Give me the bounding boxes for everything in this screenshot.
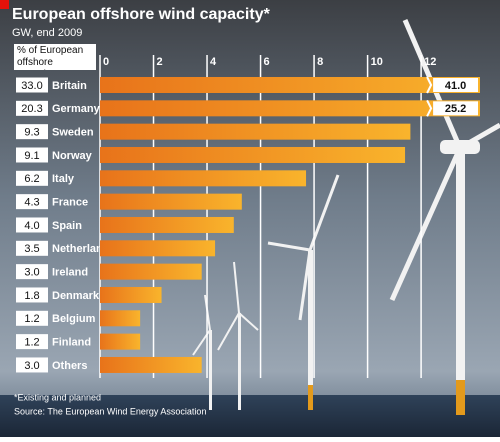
- turbines: [192, 19, 500, 415]
- bar: [100, 263, 202, 280]
- y-tick-label: Finland: [52, 337, 91, 349]
- bar: [100, 146, 406, 163]
- share-box: [16, 77, 48, 93]
- y-tick-label: Sweden: [52, 127, 94, 139]
- share-label: 1.8: [24, 290, 39, 302]
- bar: [100, 240, 216, 257]
- x-tick-label: 0: [103, 56, 109, 68]
- corner-mark: [0, 0, 9, 9]
- y-tick-label: Others: [52, 360, 87, 372]
- share-box: [16, 147, 48, 163]
- value-label-box: [433, 78, 478, 92]
- bar: [100, 193, 242, 210]
- x-tick-label: 12: [424, 56, 436, 68]
- value-label: 41.0: [445, 80, 466, 92]
- x-tick-label: 10: [371, 56, 383, 68]
- y-tick-label: Britain: [52, 80, 87, 92]
- value-label: 25.2: [445, 103, 466, 115]
- bar-break: [426, 99, 433, 117]
- share-box: [16, 217, 48, 233]
- bar-break: [426, 76, 433, 94]
- chart-subtitle: GW, end 2009: [12, 27, 82, 39]
- bar: [100, 216, 234, 233]
- y-tick-label: Norway: [52, 150, 93, 162]
- share-label: 9.3: [24, 127, 39, 139]
- source: Source: The European Wind Energy Associa…: [14, 406, 206, 416]
- share-label: 3.0: [24, 267, 39, 279]
- share-label: 33.0: [21, 80, 42, 92]
- sea: [0, 395, 500, 437]
- share-box: [16, 357, 48, 373]
- y-tick-label: France: [52, 197, 88, 209]
- share-header: % of European offshore capacity*: [17, 45, 84, 70]
- bar: [100, 77, 480, 93]
- x-tick-label: 2: [157, 56, 163, 68]
- bar: [100, 356, 202, 373]
- share-box: [16, 194, 48, 210]
- share-header-wrap: % of European offshore capacity*: [17, 45, 84, 70]
- share-box: [16, 124, 48, 140]
- bar: [100, 123, 411, 140]
- share-label: 1.2: [24, 337, 39, 349]
- bar: [100, 170, 307, 187]
- y-tick-label: Ireland: [52, 267, 88, 279]
- x-tick-label: 4: [210, 56, 217, 68]
- y-tick-label: Italy: [52, 173, 75, 185]
- x-tick-label: 6: [264, 56, 270, 68]
- y-tick-label: Spain: [52, 220, 82, 232]
- share-box: [16, 334, 48, 350]
- value-label-box: [433, 101, 478, 116]
- y-tick-label: Netherlands: [52, 243, 116, 255]
- y-tick-label: Denmark: [52, 290, 100, 302]
- share-label: 3.0: [24, 360, 39, 372]
- share-label: 9.1: [24, 150, 39, 162]
- share-label: 3.5: [24, 243, 39, 255]
- note: *Existing and planned: [14, 392, 101, 402]
- share-box: [16, 264, 48, 280]
- bar: [100, 333, 141, 350]
- bar: [100, 286, 162, 303]
- share-label: 4.0: [24, 220, 39, 232]
- share-header-box: [14, 44, 96, 70]
- share-box: [16, 100, 48, 116]
- share-box: [16, 240, 48, 256]
- share-label: 20.3: [21, 103, 42, 115]
- chart-title: European offshore wind capacity*: [12, 6, 271, 23]
- share-box: [16, 310, 48, 326]
- y-tick-label: Germany: [52, 103, 101, 115]
- share-label: 6.2: [24, 173, 39, 185]
- share-label: 4.3: [24, 197, 39, 209]
- x-tick-label: 8: [317, 56, 323, 68]
- y-tick-label: Belgium: [52, 313, 96, 325]
- share-box: [16, 287, 48, 303]
- bar: [100, 310, 141, 327]
- share-label: 1.2: [24, 313, 39, 325]
- bar: [100, 100, 480, 117]
- share-box: [16, 170, 48, 186]
